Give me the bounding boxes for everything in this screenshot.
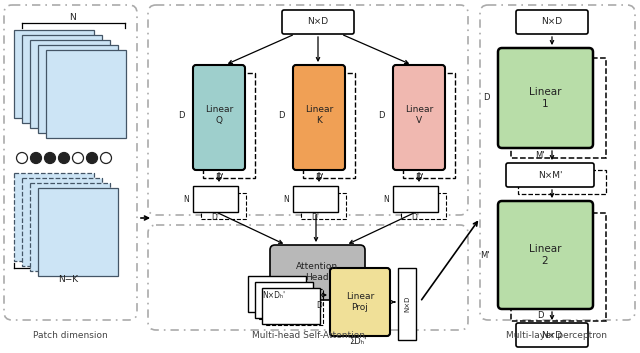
Text: D: D [378, 110, 385, 120]
Text: D: D [537, 311, 543, 321]
Bar [201, 193, 246, 219]
Bar [303, 73, 355, 178]
Bar [401, 193, 446, 219]
Bar [511, 58, 606, 158]
Circle shape [17, 152, 28, 163]
Text: D': D' [411, 214, 419, 222]
Bar [258, 283, 316, 319]
Bar [265, 289, 323, 325]
Text: Linear
Proj: Linear Proj [346, 292, 374, 312]
FancyBboxPatch shape [498, 48, 593, 148]
Text: D': D' [415, 173, 424, 181]
Text: D: D [278, 110, 285, 120]
Circle shape [86, 152, 97, 163]
Bar [46, 50, 126, 138]
Text: N×M': N×M' [538, 170, 563, 179]
Bar [203, 73, 255, 178]
FancyBboxPatch shape [193, 65, 245, 170]
Text: N×D: N×D [541, 330, 563, 340]
Circle shape [100, 152, 111, 163]
Text: N×D: N×D [541, 18, 563, 26]
Text: Multi-head Self-Attention: Multi-head Self-Attention [252, 331, 365, 341]
Bar [193, 186, 238, 212]
Bar [38, 45, 118, 133]
Text: D': D' [214, 173, 223, 181]
Text: Linear
Q: Linear Q [205, 105, 233, 125]
Text: Linear
K: Linear K [305, 105, 333, 125]
Text: Linear
1: Linear 1 [529, 87, 561, 109]
Text: D': D' [211, 214, 219, 222]
Text: N: N [183, 195, 189, 203]
Text: M': M' [481, 251, 490, 259]
Text: Patch dimension: Patch dimension [33, 331, 108, 341]
Text: Multi-layer perceptron: Multi-layer perceptron [506, 331, 607, 341]
Text: Linear
2: Linear 2 [529, 244, 561, 266]
FancyBboxPatch shape [293, 65, 345, 170]
FancyBboxPatch shape [270, 245, 365, 300]
Text: ΣDₕ': ΣDₕ' [349, 337, 367, 347]
Circle shape [45, 152, 56, 163]
FancyBboxPatch shape [516, 10, 588, 34]
FancyBboxPatch shape [498, 201, 593, 309]
FancyBboxPatch shape [516, 323, 588, 347]
Text: Attention
Head: Attention Head [296, 262, 338, 282]
Bar [398, 268, 416, 340]
Bar [14, 173, 94, 261]
Bar [293, 186, 338, 212]
Bar [393, 186, 438, 212]
Bar [30, 183, 110, 271]
Text: N: N [383, 195, 389, 203]
FancyBboxPatch shape [393, 65, 445, 170]
Bar [511, 213, 606, 321]
Bar [301, 193, 346, 219]
Bar [22, 178, 102, 266]
Text: D': D' [315, 173, 323, 181]
Text: D: D [483, 94, 490, 102]
Text: D: D [179, 110, 185, 120]
Text: N: N [68, 12, 76, 22]
Bar [248, 276, 306, 312]
Bar [14, 30, 94, 118]
Circle shape [31, 152, 42, 163]
Text: Linear
V: Linear V [405, 105, 433, 125]
Text: D: D [316, 300, 322, 310]
Bar [38, 188, 118, 276]
FancyBboxPatch shape [330, 268, 390, 336]
Text: N: N [284, 195, 289, 203]
FancyBboxPatch shape [506, 163, 594, 187]
Bar [403, 73, 455, 178]
Text: N×D: N×D [307, 18, 328, 26]
Bar [518, 170, 606, 194]
Circle shape [58, 152, 70, 163]
Bar [30, 40, 110, 128]
Text: N−K: N−K [58, 275, 78, 283]
Circle shape [72, 152, 83, 163]
Text: N×D: N×D [404, 296, 410, 312]
Text: M': M' [535, 150, 545, 160]
Text: D': D' [311, 214, 319, 222]
Bar [255, 282, 313, 318]
Text: N×Dₕ': N×Dₕ' [262, 291, 285, 299]
Bar [22, 35, 102, 123]
Bar [262, 288, 320, 324]
FancyBboxPatch shape [282, 10, 354, 34]
